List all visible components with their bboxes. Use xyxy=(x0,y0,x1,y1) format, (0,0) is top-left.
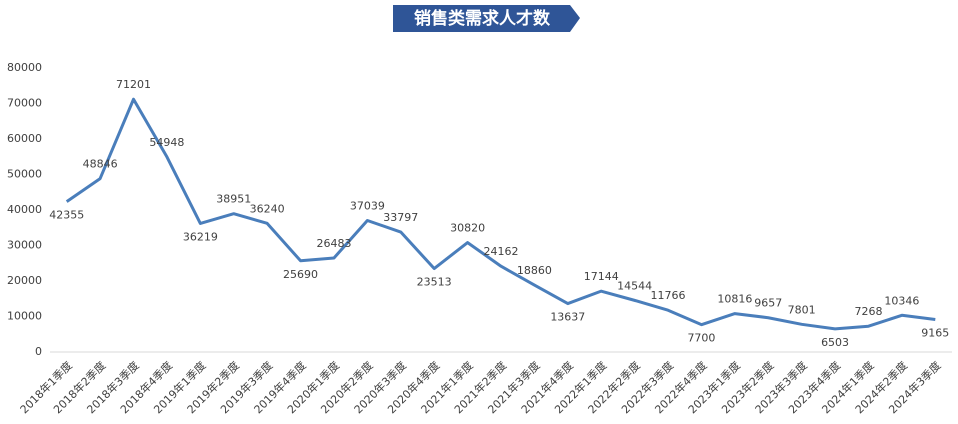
data-label: 7268 xyxy=(854,305,882,318)
chart-title: 销售类需求人才数 xyxy=(414,8,551,29)
data-label: 13637 xyxy=(550,311,585,324)
data-label: 25690 xyxy=(283,268,318,281)
data-label: 38951 xyxy=(216,193,251,206)
data-label: 54948 xyxy=(149,136,184,149)
data-label: 10816 xyxy=(717,293,752,306)
y-tick-label: 20000 xyxy=(7,274,42,287)
title-banner xyxy=(393,5,580,32)
y-tick-label: 10000 xyxy=(7,310,42,323)
data-label: 7801 xyxy=(788,303,816,316)
data-label: 71201 xyxy=(116,78,151,91)
data-label: 48846 xyxy=(83,158,118,171)
y-tick-label: 70000 xyxy=(7,97,42,110)
y-tick-label: 0 xyxy=(35,345,42,358)
data-label: 23513 xyxy=(417,276,452,289)
data-label: 17144 xyxy=(584,270,619,283)
data-label: 7700 xyxy=(687,332,715,345)
data-label: 9657 xyxy=(754,297,782,310)
data-label: 11766 xyxy=(651,289,686,302)
data-label: 36240 xyxy=(250,202,285,215)
data-label: 36219 xyxy=(183,230,218,243)
data-label: 6503 xyxy=(821,336,849,349)
data-label: 18860 xyxy=(517,264,552,277)
data-label: 26483 xyxy=(316,237,351,250)
y-tick-label: 60000 xyxy=(7,132,42,145)
data-label: 9165 xyxy=(921,326,949,339)
data-label: 37039 xyxy=(350,200,385,213)
y-tick-label: 80000 xyxy=(7,61,42,74)
data-label: 10346 xyxy=(884,294,919,307)
data-label: 14544 xyxy=(617,279,652,292)
data-label: 24162 xyxy=(484,245,519,258)
y-tick-label: 30000 xyxy=(7,239,42,252)
y-tick-label: 40000 xyxy=(7,203,42,216)
data-label: 42355 xyxy=(49,209,84,222)
data-line xyxy=(65,97,936,331)
y-tick-label: 50000 xyxy=(7,168,42,181)
data-label: 30820 xyxy=(450,222,485,235)
data-label: 33797 xyxy=(383,211,418,224)
